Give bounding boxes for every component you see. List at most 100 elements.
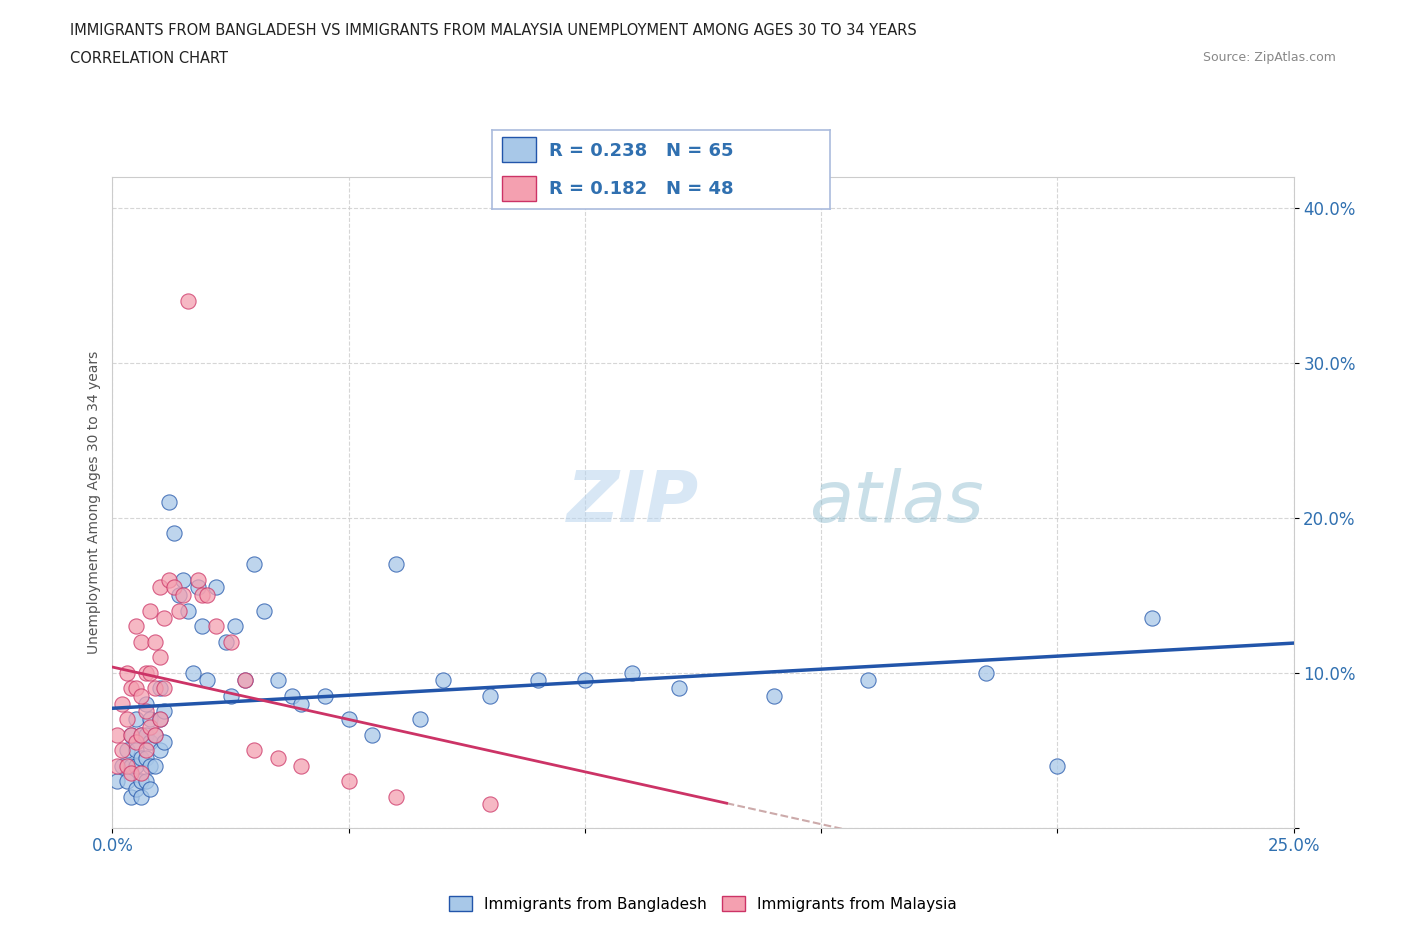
- Point: [115, 743, 138, 758]
- Point: [143, 681, 166, 696]
- Point: [149, 650, 172, 665]
- Point: [115, 774, 138, 789]
- Point: [120, 790, 142, 804]
- Point: [621, 665, 644, 680]
- Point: [172, 572, 194, 587]
- Point: [195, 588, 218, 603]
- Point: [135, 704, 157, 719]
- Point: [243, 557, 266, 572]
- Legend: Immigrants from Bangladesh, Immigrants from Malaysia: Immigrants from Bangladesh, Immigrants f…: [443, 889, 963, 918]
- Point: [149, 580, 172, 595]
- Point: [191, 618, 214, 633]
- Point: [153, 611, 176, 626]
- Point: [149, 711, 172, 726]
- Point: [668, 681, 690, 696]
- Point: [243, 743, 266, 758]
- Point: [314, 688, 336, 703]
- Point: [267, 673, 290, 688]
- Text: CORRELATION CHART: CORRELATION CHART: [70, 51, 228, 66]
- Point: [186, 580, 208, 595]
- Point: [215, 634, 238, 649]
- Point: [115, 758, 138, 773]
- Point: [125, 681, 148, 696]
- Point: [129, 727, 152, 742]
- Point: [111, 758, 134, 773]
- Point: [177, 604, 200, 618]
- Point: [129, 751, 152, 765]
- Point: [408, 711, 430, 726]
- Point: [253, 604, 276, 618]
- Point: [135, 743, 157, 758]
- Point: [205, 618, 228, 633]
- Point: [186, 572, 208, 587]
- Point: [129, 634, 152, 649]
- Point: [125, 618, 148, 633]
- Point: [125, 711, 148, 726]
- Point: [163, 525, 186, 540]
- Point: [105, 758, 128, 773]
- Point: [337, 711, 360, 726]
- Point: [361, 727, 384, 742]
- Point: [195, 673, 218, 688]
- Point: [120, 681, 142, 696]
- Point: [1140, 611, 1163, 626]
- Point: [290, 697, 312, 711]
- Point: [143, 727, 166, 742]
- Y-axis label: Unemployment Among Ages 30 to 34 years: Unemployment Among Ages 30 to 34 years: [87, 351, 101, 654]
- Point: [139, 711, 162, 726]
- Text: IMMIGRANTS FROM BANGLADESH VS IMMIGRANTS FROM MALAYSIA UNEMPLOYMENT AMONG AGES 3: IMMIGRANTS FROM BANGLADESH VS IMMIGRANTS…: [70, 23, 917, 38]
- Point: [163, 580, 186, 595]
- Point: [267, 751, 290, 765]
- Bar: [502, 137, 536, 162]
- Point: [172, 588, 194, 603]
- Point: [125, 743, 148, 758]
- Point: [111, 697, 134, 711]
- Point: [153, 681, 176, 696]
- Point: [167, 604, 190, 618]
- Text: R = 0.182   N = 48: R = 0.182 N = 48: [550, 179, 734, 198]
- Point: [135, 774, 157, 789]
- Point: [762, 688, 785, 703]
- Point: [219, 634, 242, 649]
- Point: [139, 781, 162, 796]
- Bar: [502, 176, 536, 202]
- Point: [115, 711, 138, 726]
- Point: [120, 727, 142, 742]
- Point: [139, 665, 162, 680]
- Text: ZIP: ZIP: [567, 468, 699, 537]
- Point: [479, 688, 502, 703]
- Point: [385, 557, 408, 572]
- Point: [143, 758, 166, 773]
- Point: [976, 665, 998, 680]
- Point: [135, 665, 157, 680]
- Point: [139, 735, 162, 750]
- Point: [120, 766, 142, 781]
- Point: [526, 673, 548, 688]
- Point: [139, 758, 162, 773]
- Point: [432, 673, 454, 688]
- Point: [125, 735, 148, 750]
- Point: [281, 688, 304, 703]
- Point: [149, 711, 172, 726]
- Point: [177, 293, 200, 308]
- Point: [290, 758, 312, 773]
- Point: [139, 720, 162, 735]
- Point: [479, 797, 502, 812]
- Point: [157, 572, 180, 587]
- Point: [153, 735, 176, 750]
- Point: [153, 704, 176, 719]
- Point: [219, 688, 242, 703]
- Point: [157, 495, 180, 510]
- Point: [149, 681, 172, 696]
- Point: [574, 673, 596, 688]
- Point: [120, 727, 142, 742]
- Point: [129, 766, 152, 781]
- Point: [125, 758, 148, 773]
- Point: [385, 790, 408, 804]
- Point: [337, 774, 360, 789]
- Point: [120, 758, 142, 773]
- Point: [135, 697, 157, 711]
- Point: [129, 688, 152, 703]
- Point: [191, 588, 214, 603]
- Point: [181, 665, 204, 680]
